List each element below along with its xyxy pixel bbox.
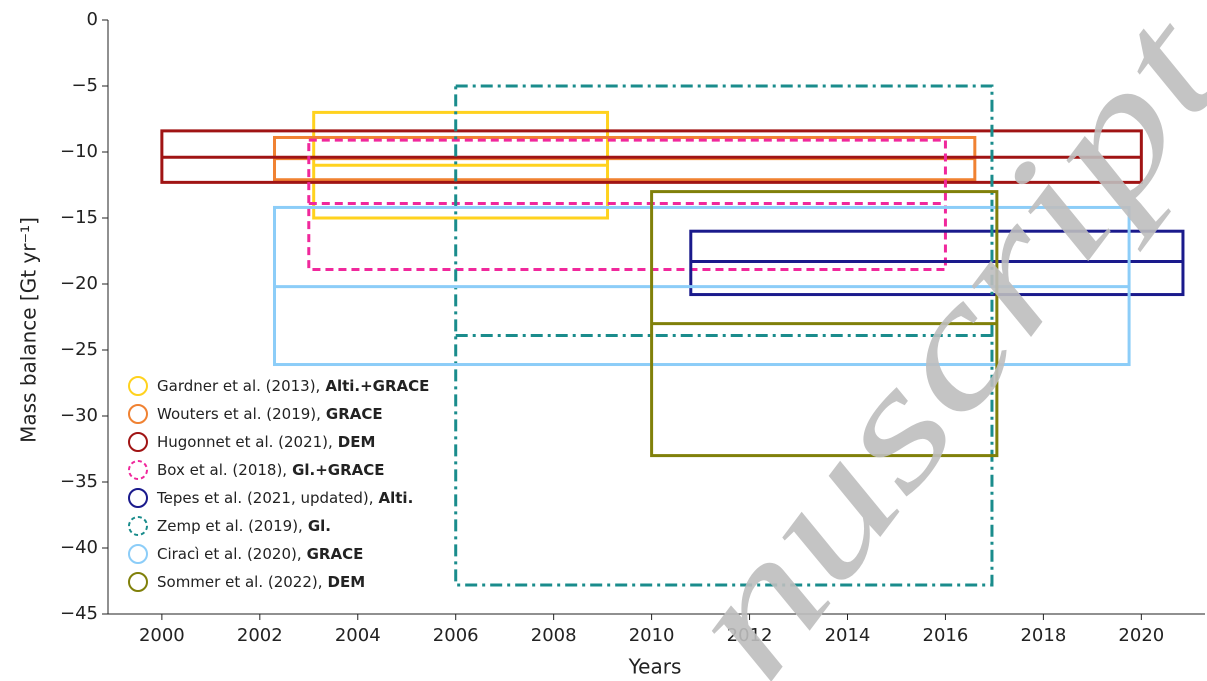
legend-name: Wouters et al. (2019), [157,405,321,423]
legend-marker [128,376,148,396]
legend-method: DEM [338,433,376,451]
x-tick-label: 2008 [531,625,577,646]
x-axis-label: Years [628,655,682,679]
legend-method: Gl.+GRACE [292,461,384,479]
legend-entry: Gardner et al. (2013), Alti.+GRACE [157,377,429,395]
y-tick-label: −35 [60,471,98,492]
legend-name: Hugonnet et al. (2021), [157,433,333,451]
y-tick-label: −20 [60,273,98,294]
y-tick-label: 0 [87,9,98,30]
legend-marker [128,432,148,452]
legend-marker [128,488,148,508]
y-tick-label: −40 [60,537,98,558]
legend-entry: Zemp et al. (2019), Gl. [157,517,331,535]
legend-method: GRACE [307,545,364,563]
x-tick-label: 2020 [1118,625,1164,646]
y-tick-label: −30 [60,405,98,426]
x-tick-label: 2002 [237,625,283,646]
legend-entry: Box et al. (2018), Gl.+GRACE [157,461,385,479]
legend-entry: Ciracì et al. (2020), GRACE [157,545,363,563]
y-tick-label: −45 [60,603,98,624]
legend-method: Alti. [379,489,414,507]
legend-marker [128,460,148,480]
legend-entry: Hugonnet et al. (2021), DEM [157,433,375,451]
legend-name: Gardner et al. (2013), [157,377,320,395]
legend-name: Sommer et al. (2022), [157,573,323,591]
y-tick-label: −15 [60,207,98,228]
y-tick-label: −10 [60,141,98,162]
legend-entry: Wouters et al. (2019), GRACE [157,405,383,423]
x-tick-label: 2000 [139,625,185,646]
legend-name: Ciracì et al. (2020), [157,545,302,563]
x-tick-label: 2018 [1020,625,1066,646]
x-tick-label: 2014 [825,625,871,646]
y-tick-label: −5 [71,75,98,96]
range-box [454,84,994,587]
legend-marker [128,544,148,564]
y-tick-label: −25 [60,339,98,360]
legend-entry: Tepes et al. (2021, updated), Alti. [156,489,413,507]
legend-method: Alti.+GRACE [325,377,429,395]
x-tick-label: 2012 [727,625,773,646]
x-tick-label: 2016 [923,625,969,646]
legend-marker [128,404,148,424]
legend-name: Tepes et al. (2021, updated), [156,489,374,507]
legend-method: Gl. [308,517,331,535]
x-tick-label: 2004 [335,625,381,646]
x-tick-label: 2006 [433,625,479,646]
x-tick-label: 2010 [629,625,675,646]
legend-method: DEM [328,573,366,591]
legend-marker [128,572,148,592]
legend-name: Zemp et al. (2019), [157,517,303,535]
legend-method: GRACE [326,405,383,423]
range-box [307,138,947,271]
y-axis-label: Mass balance [Gt yr⁻¹] [17,217,41,443]
legend-name: Box et al. (2018), [157,461,287,479]
legend-marker [128,516,148,536]
watermark: nuscript [646,0,1207,681]
legend-entry: Sommer et al. (2022), DEM [157,573,365,591]
